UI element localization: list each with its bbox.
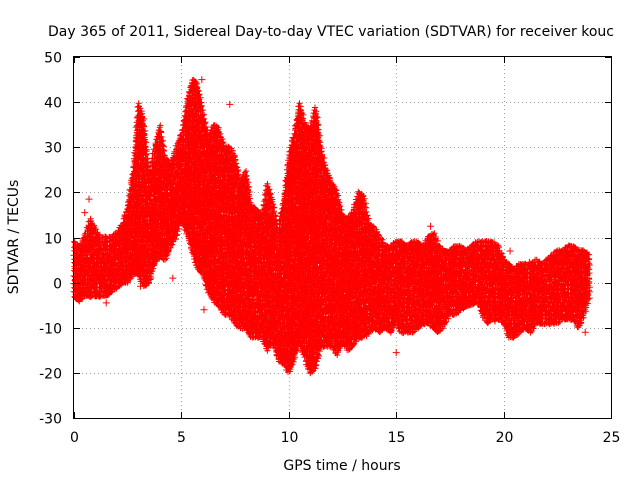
x-tick-label: 10 (281, 430, 299, 446)
x-tick-label: 20 (496, 430, 514, 446)
y-axis-label: SDTVAR / TECUs (6, 180, 22, 295)
y-tick-label: 0 (53, 277, 62, 293)
x-tick-label: 15 (388, 430, 406, 446)
outlier-point (427, 222, 435, 230)
outlier-point (198, 76, 206, 84)
outlier-point (506, 247, 514, 255)
outlier-point (137, 282, 145, 290)
outlier-point (581, 328, 589, 336)
outlier-point (547, 319, 555, 327)
x-tick-label: 5 (177, 430, 186, 446)
outlier-point (491, 317, 499, 325)
axes-layer (73, 56, 612, 419)
outlier-point (392, 349, 400, 357)
tick-label-layer: 0 5 10 15 20 25 -30 -20 -10 0 10 20 30 40 50 (39, 51, 620, 447)
outlier-point (226, 100, 234, 108)
x-tick-label: 25 (603, 430, 621, 446)
outlier-point (525, 258, 533, 266)
y-tick-label: 50 (44, 51, 62, 67)
y-tick-label: 30 (44, 141, 62, 157)
y-tick-label: 20 (44, 186, 62, 202)
x-tick-label: 0 (70, 430, 79, 446)
outlier-point (102, 299, 110, 307)
x-axis-label: GPS time / hours (283, 458, 400, 474)
y-tick-label: -20 (39, 367, 62, 383)
chart-title: Day 365 of 2011, Sidereal Day-to-day VTE… (48, 24, 614, 40)
data-layer (70, 76, 593, 377)
y-tick-label: 10 (44, 232, 62, 248)
plot-frame (73, 56, 612, 419)
outlier-point (169, 274, 177, 282)
outlier-point (85, 195, 93, 203)
y-tick-label: -10 (39, 322, 62, 338)
outlier-point (200, 306, 208, 314)
outlier-point (81, 209, 89, 217)
y-tick-label: -30 (39, 412, 62, 428)
sdtvar-point-cloud (70, 76, 593, 377)
outlier-point (433, 315, 441, 323)
y-tick-label: 40 (44, 96, 62, 112)
